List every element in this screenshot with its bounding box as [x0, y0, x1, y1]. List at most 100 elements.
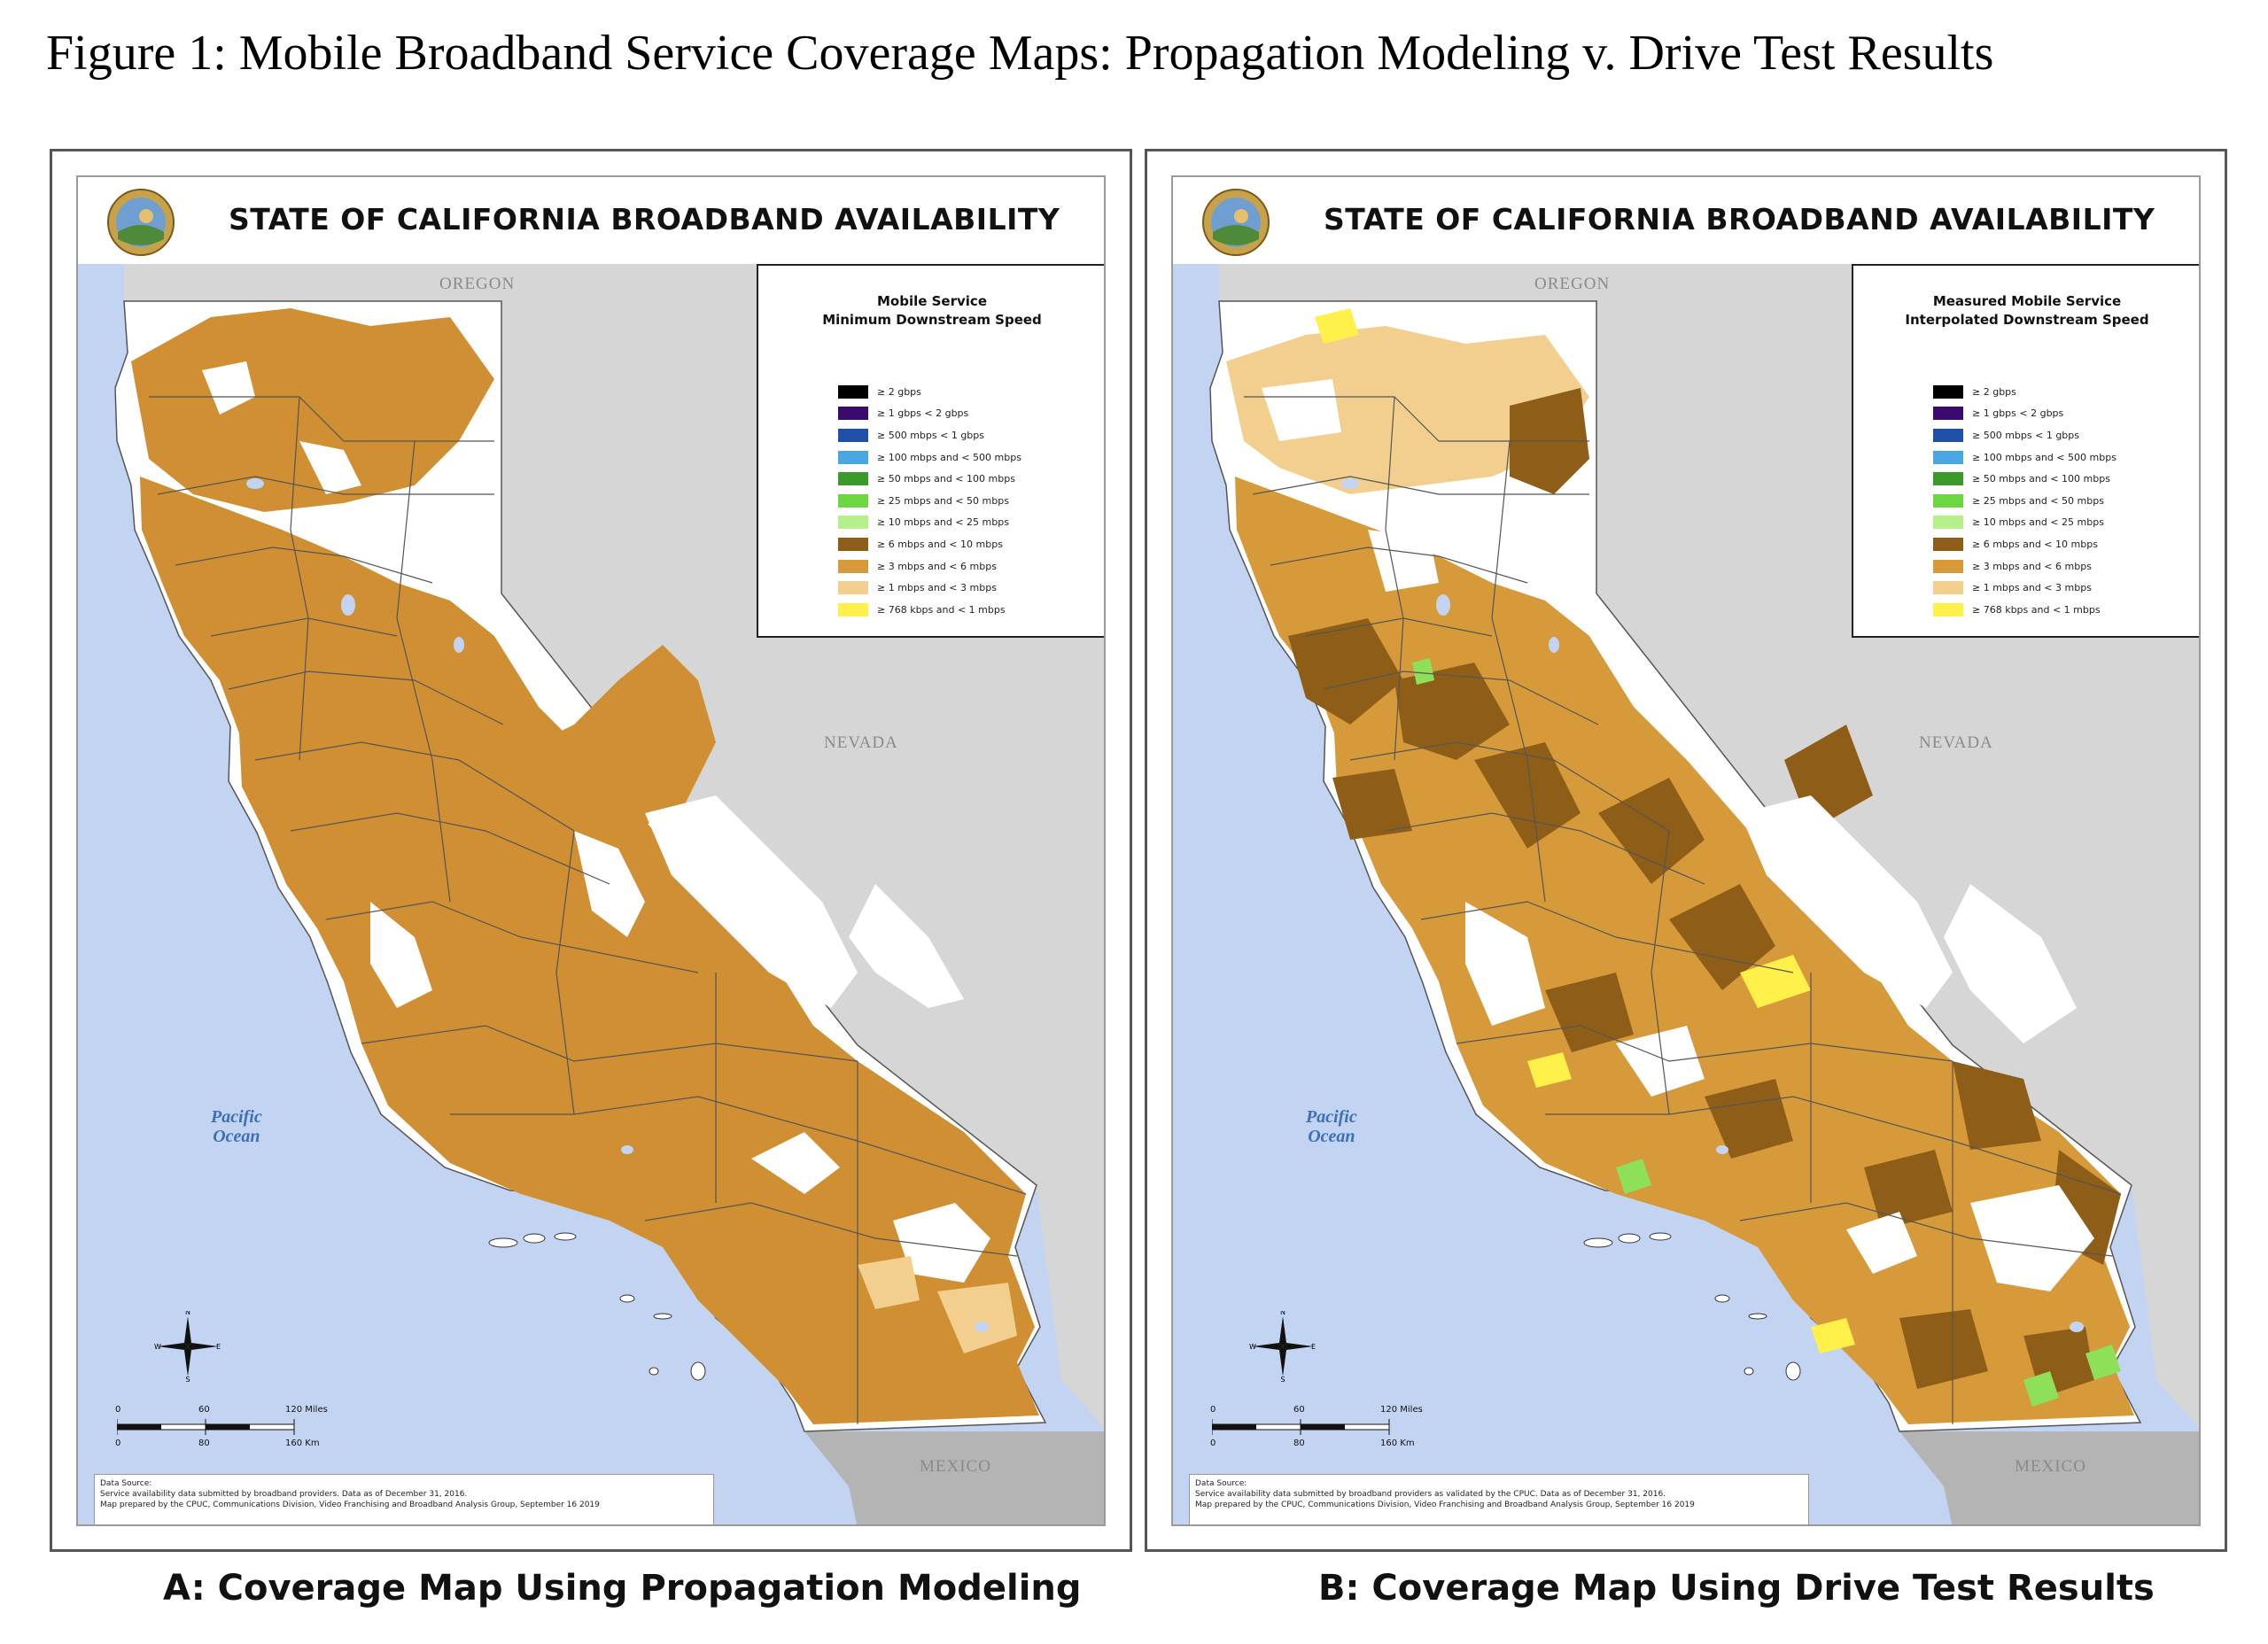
scale-bar: 0 60 120 Miles 0 80 160 Km — [115, 1398, 347, 1477]
compass-s: S — [185, 1376, 190, 1382]
legend-swatch — [1933, 581, 1963, 595]
legend-label: ≥ 6 mbps and < 10 mbps — [877, 538, 1003, 550]
legend-item: ≥ 25 mbps and < 50 mbps — [838, 490, 1021, 512]
legend-label: ≥ 6 mbps and < 10 mbps — [1972, 538, 2098, 550]
legend-swatch — [1933, 493, 1963, 508]
caption-a: A: Coverage Map Using Propagation Modeli… — [163, 1568, 1082, 1609]
legend-label: ≥ 100 mbps and < 500 mbps — [877, 451, 1021, 463]
map-header: STATE OF CALIFORNIA BROADBAND AVAILABILI… — [78, 177, 1104, 264]
scale-km-0: 0 — [1210, 1438, 1216, 1448]
legend-item: ≥ 1 mbps and < 3 mbps — [1933, 577, 2117, 599]
scale-km-160: 160 Km — [1380, 1438, 1415, 1448]
mexico-region — [804, 1431, 1104, 1524]
legend-item: ≥ 25 mbps and < 50 mbps — [1933, 490, 2117, 512]
legend-swatch — [1933, 428, 1963, 442]
mexico-region — [1899, 1431, 2199, 1524]
legend-item: ≥ 100 mbps and < 500 mbps — [1933, 446, 2117, 469]
legend-item: ≥ 50 mbps and < 100 mbps — [838, 468, 1021, 490]
legend-swatch — [838, 602, 868, 616]
compass-n: N — [1280, 1311, 1285, 1316]
oregon-label: OREGON — [439, 275, 516, 293]
legend-swatch — [1933, 516, 1963, 530]
legend-label: ≥ 3 mbps and < 6 mbps — [877, 560, 997, 572]
legend-swatch — [1933, 537, 1963, 551]
legend-label: ≥ 500 mbps < 1 gbps — [1972, 429, 2079, 441]
california-seal-icon — [107, 189, 175, 256]
compass-e: E — [216, 1343, 221, 1351]
legend-box: Measured Mobile Service Interpolated Dow… — [1852, 264, 2199, 638]
legend-swatch — [1933, 472, 1963, 486]
county-boundaries — [149, 396, 1027, 1424]
legend-item: ≥ 100 mbps and < 500 mbps — [838, 446, 1021, 469]
legend-label: ≥ 10 mbps and < 25 mbps — [1972, 516, 2104, 529]
legend-swatch — [1933, 407, 1963, 421]
legend-label: ≥ 100 mbps and < 500 mbps — [1972, 451, 2117, 463]
source-line-2: Service availability data submitted by b… — [1195, 1490, 1666, 1499]
compass-w: W — [154, 1343, 161, 1351]
map-frame: STATE OF CALIFORNIA BROADBAND AVAILABILI… — [1171, 175, 2201, 1526]
legend-swatch — [838, 407, 868, 421]
channel-islands — [488, 1232, 706, 1381]
legend-swatch — [1933, 384, 1963, 399]
legend-label: ≥ 25 mbps and < 50 mbps — [1972, 494, 2104, 507]
scale-miles-0: 0 — [115, 1405, 121, 1415]
compass-s: S — [1280, 1376, 1285, 1382]
legend-label: ≥ 1 gbps < 2 gbps — [1972, 407, 2064, 420]
legend-item: ≥ 10 mbps and < 25 mbps — [838, 512, 1021, 534]
scale-bar-graphic — [1212, 1419, 1390, 1435]
light-coverage-areas — [858, 1256, 1017, 1353]
legend-label: ≥ 768 kbps and < 1 mbps — [1972, 603, 2101, 616]
legend-swatch — [1933, 450, 1963, 464]
nevada-label: NEVADA — [824, 733, 898, 752]
map-header: STATE OF CALIFORNIA BROADBAND AVAILABILI… — [1173, 177, 2199, 264]
legend-label: ≥ 1 mbps and < 3 mbps — [877, 582, 997, 594]
legend-swatch — [1933, 559, 1963, 573]
figure-title: Figure 1: Mobile Broadband Service Cover… — [46, 26, 1994, 81]
ocean-label-line-1: Pacific — [1306, 1107, 1357, 1127]
compass-e: E — [1311, 1343, 1316, 1351]
legend-item: ≥ 10 mbps and < 25 mbps — [1933, 512, 2117, 534]
legend-label: ≥ 10 mbps and < 25 mbps — [877, 516, 1009, 529]
lakes — [246, 478, 989, 1332]
legend-label: ≥ 3 mbps and < 6 mbps — [1972, 560, 2092, 572]
legend-swatch — [838, 537, 868, 551]
nevada-label: NEVADA — [1919, 733, 1993, 752]
legend-title-line-1: Measured Mobile Service — [1932, 293, 2122, 309]
legend-label: ≥ 1 mbps and < 3 mbps — [1972, 582, 2092, 594]
legend-item: ≥ 6 mbps and < 10 mbps — [838, 533, 1021, 555]
pacific-ocean-label: Pacific Ocean — [1306, 1107, 1357, 1146]
legend-item: ≥ 3 mbps and < 6 mbps — [1933, 555, 2117, 578]
legend-swatch — [838, 450, 868, 464]
scale-km-0: 0 — [115, 1438, 121, 1448]
data-source-box: Data Source: Service availability data s… — [94, 1474, 714, 1524]
map-title: STATE OF CALIFORNIA BROADBAND AVAILABILI… — [1324, 202, 2155, 237]
scale-miles-0: 0 — [1210, 1405, 1216, 1415]
legend-title-line-1: Mobile Service — [876, 293, 987, 309]
legend-swatch — [1933, 602, 1963, 616]
scale-miles-120: 120 Miles — [285, 1405, 328, 1415]
data-source-box: Data Source: Service availability data s… — [1189, 1474, 1809, 1524]
scale-miles-60: 60 — [1293, 1405, 1305, 1415]
legend-list: ≥ 2 gbps ≥ 1 gbps < 2 gbps ≥ 500 mbps < 1 … — [1933, 381, 2117, 621]
ocean-label-line-1: Pacific — [211, 1107, 262, 1127]
legend-item: ≥ 1 gbps < 2 gbps — [1933, 403, 2117, 425]
legend-swatch — [838, 428, 868, 442]
compass-n: N — [185, 1311, 190, 1316]
yellow-coverage-areas — [1315, 308, 1855, 1353]
scale-miles-60: 60 — [198, 1405, 210, 1415]
legend-item: ≥ 2 gbps — [1933, 381, 2117, 403]
legend-box: Mobile Service Minimum Downstream Speed … — [757, 264, 1104, 638]
caption-b: B: Coverage Map Using Drive Test Results — [1318, 1568, 2155, 1609]
california-seal-icon — [1202, 189, 1270, 256]
map-panel-b: STATE OF CALIFORNIA BROADBAND AVAILABILI… — [1145, 149, 2227, 1552]
legend-item: ≥ 2 gbps — [838, 381, 1021, 403]
legend-label: ≥ 50 mbps and < 100 mbps — [1972, 473, 2110, 485]
mexico-label: MEXICO — [920, 1457, 991, 1476]
legend-label: ≥ 2 gbps — [1972, 385, 2016, 398]
mexico-label: MEXICO — [2015, 1457, 2086, 1476]
legend-label: ≥ 768 kbps and < 1 mbps — [877, 603, 1006, 616]
legend-item: ≥ 50 mbps and < 100 mbps — [1933, 468, 2117, 490]
legend-swatch — [838, 493, 868, 508]
legend-item: ≥ 3 mbps and < 6 mbps — [838, 555, 1021, 578]
scale-km-80: 80 — [1293, 1438, 1305, 1448]
